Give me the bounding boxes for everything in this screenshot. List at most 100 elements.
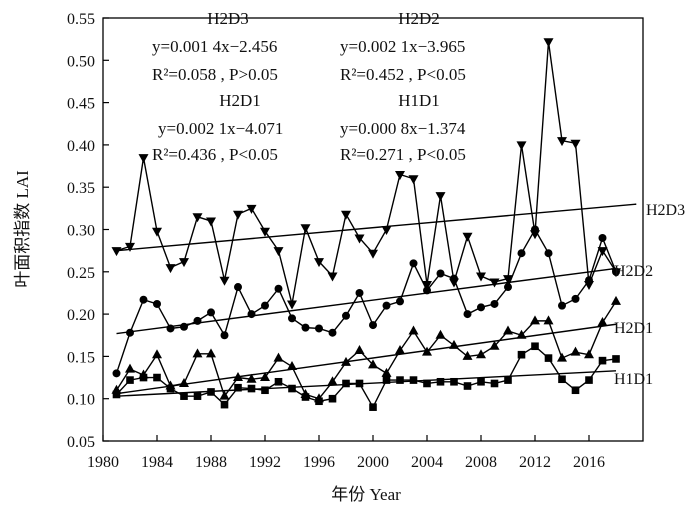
- point-h2d3: [381, 226, 392, 235]
- point-h2d1: [125, 363, 135, 373]
- x-tick-label: 2016: [573, 454, 605, 471]
- point-h2d1: [179, 377, 189, 387]
- point-h1d1: [247, 384, 256, 393]
- point-h2d2: [517, 249, 526, 258]
- point-h2d3: [192, 213, 203, 223]
- y-tick-label: 0.45: [67, 96, 95, 113]
- y-tick-label: 0.15: [67, 349, 95, 366]
- annotation-h2d1-name: H2D1: [219, 91, 261, 110]
- point-h2d2: [612, 267, 620, 276]
- data-markers: [111, 38, 621, 411]
- y-tick-label: 0.35: [67, 180, 95, 197]
- point-h2d3: [111, 247, 122, 257]
- point-h2d1: [273, 352, 284, 362]
- point-h2d2: [288, 314, 296, 323]
- point-h2d2: [328, 328, 337, 337]
- point-h2d2: [409, 259, 418, 268]
- point-h1d1: [531, 342, 539, 351]
- point-h2d2: [504, 283, 512, 292]
- point-h2d3: [273, 247, 284, 257]
- point-h2d2: [153, 299, 161, 308]
- point-h2d2: [247, 310, 256, 319]
- point-h2d3: [489, 278, 500, 288]
- point-h2d2: [315, 324, 323, 333]
- y-axis-title: 叶面积指数 LAI: [13, 170, 32, 288]
- point-h2d3: [395, 171, 405, 181]
- point-h2d1: [543, 315, 554, 325]
- annotation-h2d1-equation: y=0.002 1x−4.071: [158, 119, 283, 138]
- point-h2d2: [544, 249, 553, 258]
- point-h1d1: [355, 379, 364, 388]
- point-h1d1: [423, 379, 431, 388]
- point-h1d1: [315, 397, 323, 406]
- point-h2d3: [557, 137, 567, 147]
- point-h2d2: [450, 274, 458, 283]
- point-h2d2: [180, 322, 188, 331]
- point-h2d2: [207, 308, 215, 317]
- x-tick-label: 2000: [357, 454, 389, 471]
- point-h1d1: [139, 373, 148, 382]
- point-h2d1: [246, 373, 257, 383]
- point-h2d1: [354, 344, 365, 354]
- point-h2d2: [274, 284, 283, 293]
- x-tick-label: 2004: [411, 454, 443, 471]
- point-h2d3: [246, 204, 257, 214]
- point-h1d1: [220, 400, 229, 409]
- point-h2d2: [139, 295, 148, 304]
- point-h2d1: [327, 376, 338, 386]
- point-h1d1: [112, 390, 121, 399]
- point-h1d1: [450, 377, 458, 386]
- point-h2d1: [489, 340, 500, 350]
- trend-line-h2d1: [116, 323, 617, 395]
- point-h1d1: [477, 377, 485, 386]
- point-h1d1: [301, 393, 310, 401]
- trend-line-h2d3: [116, 203, 637, 252]
- point-h2d1: [381, 367, 392, 377]
- point-h1d1: [126, 376, 134, 384]
- point-h2d1: [260, 372, 270, 382]
- point-h2d3: [165, 264, 176, 274]
- point-h1d1: [463, 382, 472, 390]
- point-h2d3: [516, 141, 527, 151]
- point-h2d2: [355, 288, 364, 297]
- annotation-h1d1-equation: y=0.000 8x−1.374: [340, 119, 466, 138]
- axis-ticks: [102, 17, 590, 442]
- y-tick-label: 0.30: [67, 223, 95, 240]
- point-h2d1: [395, 344, 405, 354]
- x-axis-title: 年份 Year: [331, 485, 401, 504]
- point-h2d3: [476, 272, 486, 282]
- point-h2d1: [476, 349, 486, 359]
- x-tick-label: 1996: [303, 454, 335, 471]
- point-h2d3: [462, 232, 473, 242]
- point-h1d1: [409, 376, 418, 384]
- point-h2d1: [152, 349, 162, 359]
- y-tick-label: 0.25: [67, 265, 95, 282]
- point-h2d3: [287, 300, 297, 310]
- point-h2d2: [369, 321, 377, 330]
- point-h2d3: [354, 234, 365, 244]
- point-h2d2: [436, 269, 445, 278]
- y-tick-label: 0.20: [67, 307, 95, 324]
- point-h2d1: [516, 329, 527, 339]
- point-h2d2: [166, 324, 175, 333]
- y-tick-label: 0.40: [67, 138, 95, 155]
- point-h1d1: [571, 386, 580, 395]
- point-h1d1: [180, 392, 188, 400]
- point-h2d1: [206, 348, 216, 358]
- point-h1d1: [328, 394, 337, 403]
- point-h2d2: [112, 369, 121, 378]
- point-h1d1: [558, 375, 566, 384]
- point-h2d1: [408, 325, 419, 335]
- point-h2d2: [220, 331, 229, 340]
- point-h2d3: [314, 258, 324, 268]
- point-h1d1: [369, 403, 377, 411]
- annotation-h2d1-stats: R²=0.436 , P<0.05: [152, 145, 278, 164]
- series-label-h2d3: H2D3: [646, 202, 685, 219]
- point-h1d1: [504, 376, 512, 384]
- point-h2d2: [382, 301, 391, 310]
- series-label-h2d1: H2D1: [614, 320, 653, 337]
- point-h2d1: [368, 359, 378, 369]
- point-h2d2: [558, 301, 566, 310]
- x-tick-label: 1988: [195, 454, 227, 471]
- point-h1d1: [261, 386, 269, 395]
